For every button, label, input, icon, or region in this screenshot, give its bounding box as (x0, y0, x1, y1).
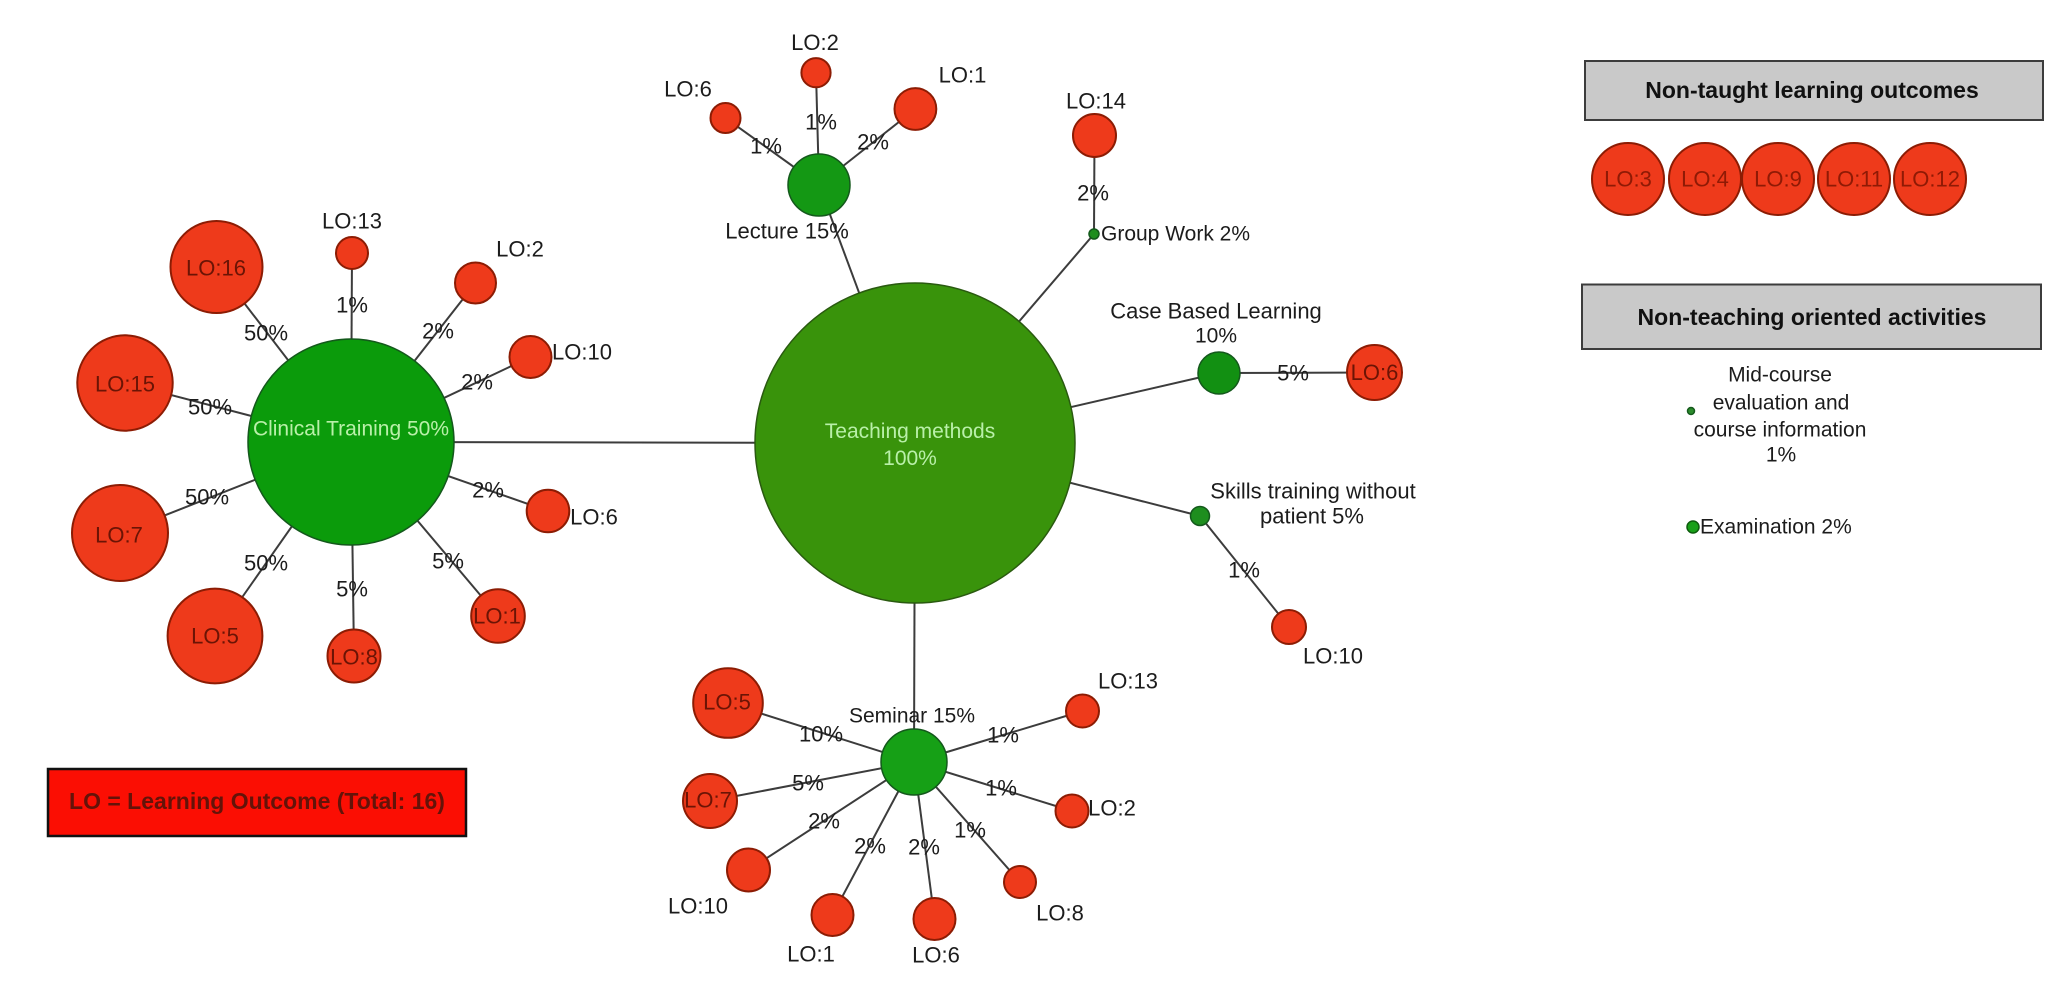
svg-text:Case Based Learning: Case Based Learning (1110, 299, 1322, 324)
svg-text:LO:8: LO:8 (330, 645, 378, 670)
svg-text:LO:1: LO:1 (473, 604, 521, 629)
svg-text:5%: 5% (792, 771, 824, 796)
svg-text:course information: course information (1694, 419, 1867, 442)
svg-text:LO:4: LO:4 (1681, 167, 1729, 192)
svg-text:LO:6: LO:6 (664, 77, 712, 102)
svg-text:Examination 2%: Examination 2% (1700, 516, 1852, 539)
svg-text:10%: 10% (799, 722, 843, 747)
svg-text:Mid-course: Mid-course (1728, 364, 1832, 387)
svg-text:2%: 2% (461, 370, 493, 395)
svg-text:LO:9: LO:9 (1754, 167, 1802, 192)
svg-text:LO:8: LO:8 (1036, 901, 1084, 926)
svg-text:LO:12: LO:12 (1900, 167, 1960, 192)
svg-text:Teaching methods: Teaching methods (825, 420, 995, 443)
svg-text:LO = Learning Outcome (Total:: LO = Learning Outcome (Total: 16) (69, 788, 445, 814)
svg-text:Seminar 15%: Seminar 15% (849, 705, 975, 728)
svg-text:50%: 50% (244, 551, 288, 576)
svg-text:LO:14: LO:14 (1066, 89, 1126, 114)
svg-text:1%: 1% (1766, 444, 1796, 467)
svg-text:10%: 10% (1195, 325, 1237, 348)
svg-text:1%: 1% (805, 110, 837, 135)
svg-text:Non-taught learning outcomes: Non-taught learning outcomes (1645, 77, 1979, 103)
svg-text:Clinical Training 50%: Clinical Training 50% (253, 418, 449, 441)
svg-text:5%: 5% (336, 577, 368, 602)
svg-text:LO:13: LO:13 (1098, 669, 1158, 694)
svg-text:1%: 1% (750, 134, 782, 159)
svg-text:LO:2: LO:2 (1088, 796, 1136, 821)
svg-text:1%: 1% (336, 293, 368, 318)
svg-text:patient 5%: patient 5% (1260, 504, 1364, 529)
svg-text:LO:5: LO:5 (703, 690, 751, 715)
svg-text:LO:10: LO:10 (668, 894, 728, 919)
svg-text:2%: 2% (422, 319, 454, 344)
svg-text:LO:3: LO:3 (1604, 167, 1652, 192)
svg-text:LO:2: LO:2 (791, 30, 839, 55)
svg-text:2%: 2% (857, 130, 889, 155)
svg-text:LO:16: LO:16 (186, 256, 246, 281)
svg-text:LO:10: LO:10 (552, 340, 612, 365)
svg-text:2%: 2% (854, 834, 886, 859)
svg-text:LO:1: LO:1 (939, 63, 987, 88)
svg-text:50%: 50% (185, 485, 229, 510)
svg-text:50%: 50% (188, 395, 232, 420)
svg-text:2%: 2% (472, 478, 504, 503)
svg-text:2%: 2% (908, 835, 940, 860)
svg-text:evaluation and: evaluation and (1713, 392, 1850, 415)
svg-text:1%: 1% (985, 776, 1017, 801)
svg-text:Non-teaching oriented activiti: Non-teaching oriented activities (1638, 304, 1987, 330)
svg-text:5%: 5% (432, 549, 464, 574)
svg-text:Skills training without: Skills training without (1210, 479, 1415, 504)
svg-text:2%: 2% (808, 809, 840, 834)
svg-text:LO:2: LO:2 (496, 237, 544, 262)
svg-text:100%: 100% (883, 447, 937, 470)
svg-text:1%: 1% (954, 818, 986, 843)
svg-text:LO:7: LO:7 (684, 788, 732, 813)
svg-text:50%: 50% (244, 321, 288, 346)
svg-text:Lecture 15%: Lecture 15% (725, 219, 849, 244)
svg-text:LO:6: LO:6 (570, 505, 618, 530)
svg-text:LO:6: LO:6 (1351, 360, 1399, 385)
svg-text:LO:1: LO:1 (787, 942, 835, 967)
svg-text:LO:5: LO:5 (191, 624, 239, 649)
svg-text:1%: 1% (987, 723, 1019, 748)
svg-text:1%: 1% (1228, 558, 1260, 583)
svg-text:LO:6: LO:6 (912, 943, 960, 968)
svg-text:LO:11: LO:11 (1825, 167, 1883, 192)
svg-text:5%: 5% (1277, 361, 1309, 386)
svg-text:Group Work 2%: Group Work 2% (1101, 223, 1250, 246)
svg-text:2%: 2% (1077, 181, 1109, 206)
svg-text:LO:10: LO:10 (1303, 644, 1363, 669)
svg-text:LO:7: LO:7 (95, 523, 143, 548)
svg-text:LO:13: LO:13 (322, 209, 382, 234)
svg-text:LO:15: LO:15 (95, 372, 155, 397)
